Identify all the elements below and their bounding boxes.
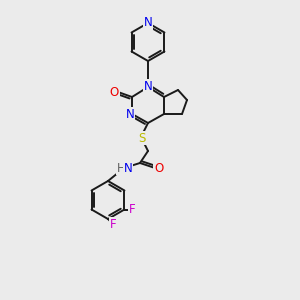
- Text: N: N: [144, 80, 152, 92]
- Text: H: H: [117, 161, 125, 175]
- Text: F: F: [110, 218, 116, 230]
- Text: F: F: [129, 203, 136, 216]
- Text: S: S: [138, 131, 146, 145]
- Text: N: N: [144, 16, 152, 29]
- Text: O: O: [154, 161, 164, 175]
- Text: N: N: [124, 161, 132, 175]
- Text: N: N: [126, 107, 134, 121]
- Text: O: O: [110, 85, 118, 98]
